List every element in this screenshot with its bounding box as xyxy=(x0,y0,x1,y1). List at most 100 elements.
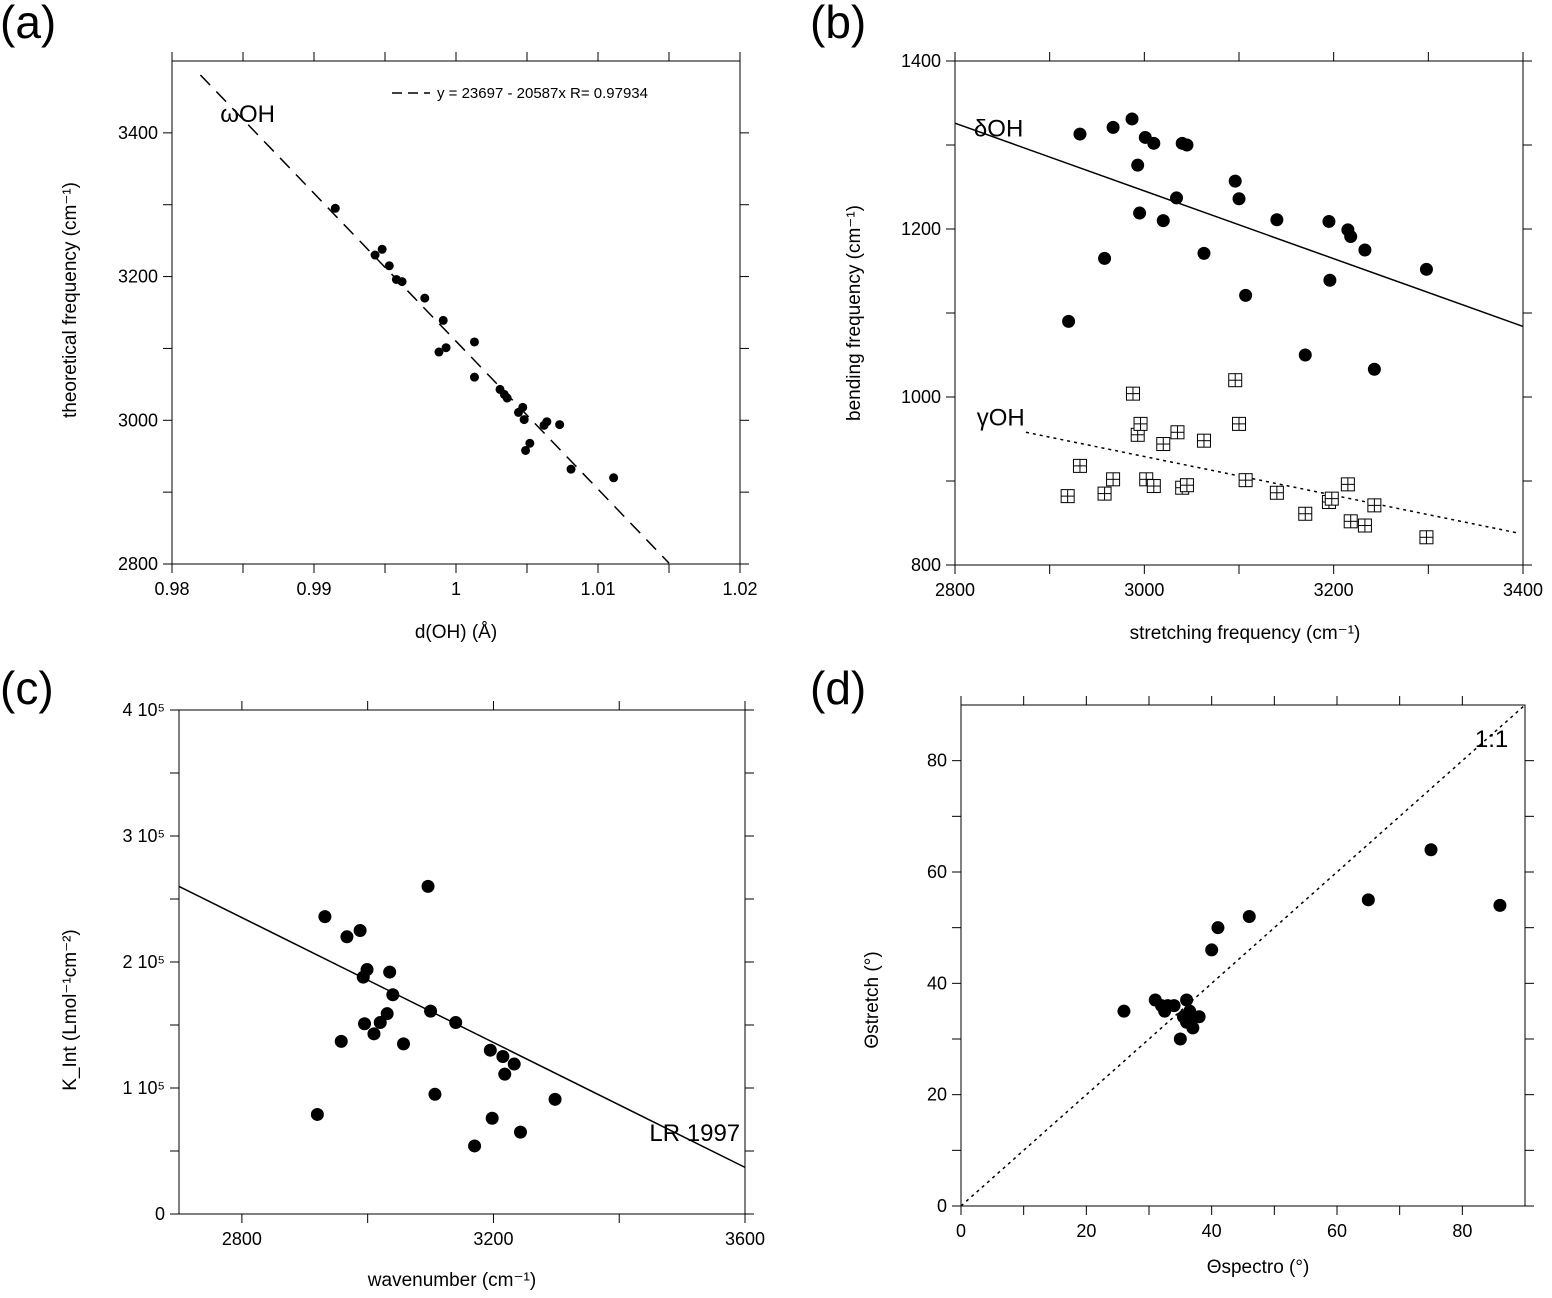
data-point-b-0 xyxy=(1323,273,1337,287)
x-tick-label-d: 60 xyxy=(1327,1221,1347,1241)
y-tick-label-a: 3200 xyxy=(118,267,158,287)
y-axis-title-a: theoretical frequency (cm⁻¹) xyxy=(60,182,81,418)
legend-label-a: y = 23697 - 20587x R= 0.97934 xyxy=(437,85,648,102)
data-point-b-0 xyxy=(1232,192,1246,206)
data-point-c-0 xyxy=(498,1067,512,1081)
data-point-b-0 xyxy=(1367,362,1381,376)
x-tick-label-c: 3600 xyxy=(725,1229,765,1249)
data-point-a-0 xyxy=(609,473,619,483)
x-axis-title-c: wavenumber (cm⁻¹) xyxy=(367,1270,536,1291)
data-point-b-0 xyxy=(1156,214,1170,228)
data-point-b-0 xyxy=(1197,246,1211,260)
data-point-b-0 xyxy=(1344,230,1358,244)
y-tick-label-d: 40 xyxy=(927,973,947,993)
data-point-c-0 xyxy=(353,924,367,937)
x-tick-label-a: 0.98 xyxy=(154,579,189,599)
panel-label-b: (b) xyxy=(810,0,866,48)
x-tick-label-d: 80 xyxy=(1452,1221,1472,1241)
fit-line-d xyxy=(960,704,1526,1207)
x-tick-label-b: 3400 xyxy=(1503,580,1543,600)
plot-frame-b xyxy=(954,60,1524,566)
data-point-c-0 xyxy=(483,1043,497,1057)
y-tick-label-c: 2 10⁵ xyxy=(123,952,166,972)
x-axis-title-b: stretching frequency (cm⁻¹) xyxy=(1130,623,1361,644)
annotation-c: LR 1997 xyxy=(649,1120,740,1147)
y-tick-label-a: 3000 xyxy=(118,410,158,430)
x-tick-label-c: 3200 xyxy=(473,1229,513,1249)
data-point-c-0 xyxy=(360,963,374,977)
data-point-c-0 xyxy=(334,1034,348,1048)
data-point-a-0 xyxy=(566,464,576,474)
data-point-c-0 xyxy=(424,1004,438,1018)
data-point-b-0 xyxy=(1239,288,1253,302)
data-point-d-0 xyxy=(1186,1021,1200,1035)
x-tick-label-a: 0.99 xyxy=(296,579,331,599)
fit-line-a xyxy=(199,74,670,564)
y-tick-label-d: 0 xyxy=(937,1196,947,1216)
y-tick-label-d: 80 xyxy=(927,751,947,771)
data-point-a-0 xyxy=(397,277,407,287)
data-point-c-0 xyxy=(421,879,435,893)
data-point-a-0 xyxy=(469,372,479,382)
x-tick-label-d: 40 xyxy=(1202,1221,1222,1241)
data-point-b-0 xyxy=(1322,214,1336,228)
fit-line-c xyxy=(178,885,746,1169)
data-point-a-0 xyxy=(438,315,448,325)
data-point-c-0 xyxy=(386,988,400,1002)
data-point-a-0 xyxy=(519,415,529,425)
data-point-d-0 xyxy=(1424,843,1438,857)
data-point-a-0 xyxy=(434,347,444,357)
data-point-a-0 xyxy=(420,293,430,303)
data-point-d-0 xyxy=(1117,1004,1131,1018)
data-point-b-0 xyxy=(1131,158,1145,172)
y-axis-title-c: K_Int (Lmol⁻¹cm⁻²) xyxy=(60,929,81,1091)
data-point-b-0 xyxy=(1062,314,1076,328)
data-point-b-0 xyxy=(1073,127,1087,141)
x-tick-label-b: 2800 xyxy=(935,580,975,600)
data-point-c-0 xyxy=(310,1107,324,1121)
x-tick-label-a: 1.01 xyxy=(580,579,615,599)
data-point-a-0 xyxy=(384,261,394,271)
y-tick-label-b: 1400 xyxy=(901,51,941,71)
panel-b: (b) 2800 3000 3200 3400 800 1000 1200 1400 stretc… xyxy=(810,0,1543,644)
data-point-b-0 xyxy=(1147,136,1161,150)
data-point-b-0 xyxy=(1170,191,1184,205)
data-point-b-0 xyxy=(1098,251,1112,265)
data-point-c-0 xyxy=(340,930,354,944)
plot-frame-a xyxy=(171,60,741,565)
panel-label-c: (c) xyxy=(0,662,54,714)
data-point-a-0 xyxy=(370,250,380,260)
x-axis-title-a: d(OH) (Å) xyxy=(415,622,497,643)
y-tick-label-c: 1 10⁵ xyxy=(123,1078,166,1098)
data-point-a-0 xyxy=(518,402,528,412)
data-point-a-0 xyxy=(521,445,531,455)
data-point-a-0 xyxy=(542,417,552,427)
y-axis-title-b: bending frequency (cm⁻¹) xyxy=(844,205,865,421)
y-tick-label-c: 3 10⁵ xyxy=(123,826,166,846)
data-point-c-0 xyxy=(485,1111,499,1125)
y-tick-label-c: 0 xyxy=(155,1204,165,1224)
y-tick-label-a: 3400 xyxy=(118,123,158,143)
data-point-d-0 xyxy=(1361,893,1375,907)
data-point-b-0 xyxy=(1228,174,1242,188)
panel-c: (c) 2800 3200 3600 0 1 10⁵ 2 10⁵ 3 10⁵ 4 10⁵ wave… xyxy=(0,662,765,1291)
data-point-d-0 xyxy=(1180,993,1194,1007)
data-point-c-0 xyxy=(468,1139,482,1153)
data-point-b-0 xyxy=(1125,112,1139,126)
data-point-b-0 xyxy=(1133,206,1147,220)
data-point-c-0 xyxy=(507,1057,521,1071)
data-point-d-0 xyxy=(1211,921,1225,935)
data-point-c-0 xyxy=(449,1015,463,1029)
y-tick-label-b: 800 xyxy=(911,555,941,575)
data-point-d-0 xyxy=(1205,943,1219,957)
data-point-a-0 xyxy=(502,393,512,403)
data-point-c-0 xyxy=(428,1087,442,1101)
y-tick-label-a: 2800 xyxy=(118,554,158,574)
data-point-d-0 xyxy=(1173,1032,1187,1046)
data-point-c-0 xyxy=(513,1125,527,1139)
x-tick-label-d: 0 xyxy=(956,1221,966,1241)
panel-label-a: (a) xyxy=(0,0,56,48)
data-point-a-0 xyxy=(469,337,479,347)
data-point-b-0 xyxy=(1358,243,1372,257)
